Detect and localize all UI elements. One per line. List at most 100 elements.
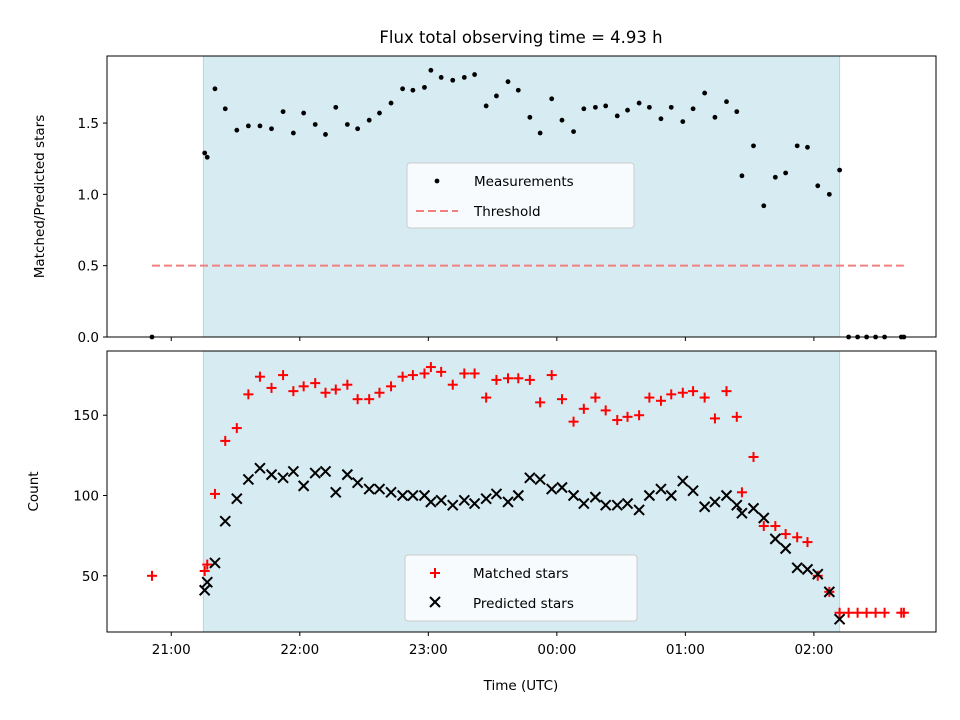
predicted-stars-point <box>502 496 514 508</box>
predicted-stars-point <box>545 483 558 495</box>
measurement-point <box>269 126 274 132</box>
predicted-stars-point <box>758 512 770 524</box>
matched-stars-point <box>780 529 791 540</box>
matched-stars-point <box>288 386 299 397</box>
predicted-stars-point <box>823 586 836 598</box>
matched-stars-point <box>590 392 601 403</box>
matched-stars-point <box>425 362 436 373</box>
predicted-stars-point <box>567 489 580 502</box>
matched-stars-point <box>898 607 909 618</box>
measurement-point <box>400 86 406 92</box>
measurement-point <box>366 117 372 123</box>
predicted-stars-point <box>655 483 667 495</box>
predicted-stars-point <box>589 491 602 503</box>
ratio-plot-frame <box>106 55 937 338</box>
legend-matched-marker <box>430 568 440 578</box>
measurement-point <box>290 130 296 136</box>
y-tick-label: 0.5 <box>78 259 99 275</box>
predicted-stars-point <box>731 499 743 511</box>
measurement-point <box>388 100 394 106</box>
measurement-point <box>410 87 416 93</box>
matched-stars-point <box>688 386 699 397</box>
measurement-point <box>212 86 218 92</box>
matched-stars-point <box>364 394 375 405</box>
matched-stars-point <box>524 374 535 385</box>
ratio-legend-box <box>406 162 635 229</box>
predicted-stars-point <box>611 499 623 511</box>
matched-stars-point <box>374 387 385 398</box>
predicted-stars-point <box>407 489 419 502</box>
count-legend: Matched stars Predicted stars <box>404 554 638 622</box>
matched-stars-point <box>254 371 265 382</box>
x-tick-label: 22:00 <box>280 642 319 658</box>
x-axis-label: Time (UTC) <box>483 678 559 694</box>
matched-stars-point <box>870 607 881 618</box>
predicted-stars-point <box>330 486 342 499</box>
measurement-point <box>422 84 427 90</box>
measurement-point <box>680 119 686 125</box>
measurement-point <box>483 103 489 109</box>
matched-stars-point <box>792 532 803 543</box>
matched-stars-point <box>298 381 309 392</box>
legend-threshold-label: Threshold <box>473 204 541 220</box>
matched-stars-point <box>243 389 254 400</box>
predicted-stars-point <box>698 501 711 513</box>
predicted-stars-point <box>599 499 612 511</box>
predicted-stars-point <box>319 465 332 478</box>
matched-stars-point <box>491 374 502 385</box>
matched-stars-point <box>758 521 769 532</box>
measurement-point <box>505 79 511 85</box>
measurement-point <box>333 104 339 110</box>
measurement-point <box>739 173 745 179</box>
matched-stars-point <box>469 368 480 379</box>
matched-stars-point <box>352 394 363 405</box>
matched-stars-point <box>852 607 863 618</box>
matched-stars-point <box>612 415 623 426</box>
matched-stars-point <box>342 379 353 390</box>
measurement-point <box>724 99 729 105</box>
matched-stars-point <box>202 559 213 570</box>
measurement-point <box>571 129 576 134</box>
matched-stars-point <box>556 394 567 405</box>
matched-stars-point <box>677 387 688 398</box>
measurement-point <box>323 132 328 137</box>
measurement-point <box>494 93 499 99</box>
measurement-point <box>527 114 533 120</box>
measurement-point <box>593 104 598 110</box>
measurement-point <box>603 103 609 109</box>
matched-stars-point <box>731 411 742 422</box>
matched-stars-point <box>330 384 341 395</box>
predicted-stars-point <box>791 562 803 574</box>
predicted-stars-point <box>396 489 409 502</box>
predicted-stars-point <box>435 494 447 507</box>
legend-measurements-label: Measurements <box>474 174 574 190</box>
matched-stars-point <box>481 392 492 403</box>
measurement-point <box>280 109 286 115</box>
matched-stars-point <box>397 371 408 382</box>
measurement-point <box>461 74 467 80</box>
measurement-point <box>646 104 652 110</box>
predicted-stars-point <box>720 489 733 502</box>
predicted-stars-point <box>341 468 354 481</box>
measurement-point <box>751 143 756 149</box>
measurement-point <box>581 106 587 112</box>
predicted-stars-point <box>201 576 213 588</box>
predicted-stars-point <box>265 468 278 481</box>
count-plot-frame <box>106 350 937 633</box>
matched-stars-point <box>146 570 157 581</box>
matched-stars-point <box>736 487 747 498</box>
measurement-point <box>837 167 843 173</box>
predicted-stars-point <box>458 494 471 507</box>
predicted-stars-point <box>556 481 568 494</box>
predicted-stars-point <box>677 475 689 487</box>
matched-stars-point <box>535 397 546 408</box>
legend-predicted-marker <box>429 596 441 608</box>
predicted-stars-point <box>621 497 634 510</box>
measurement-point <box>734 109 740 115</box>
y-tick-label: 1.5 <box>78 116 99 132</box>
predicted-stars-point <box>447 499 459 511</box>
matched-stars-point <box>721 386 732 397</box>
legend-predicted-label: Predicted stars <box>473 596 574 612</box>
measurement-point <box>761 203 767 209</box>
